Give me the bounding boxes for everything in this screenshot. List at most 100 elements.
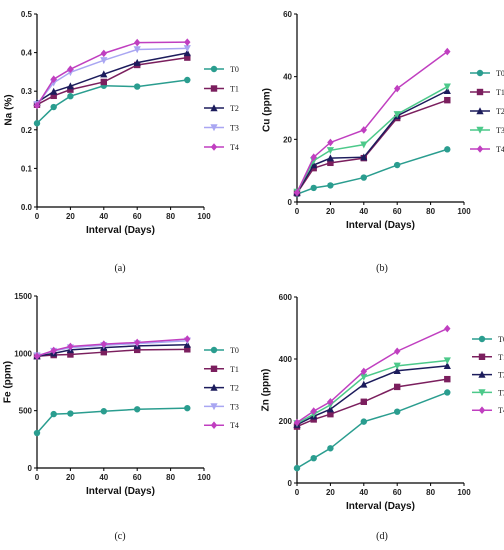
data-point-T3 (360, 141, 368, 149)
y-tick-label: 1500 (14, 292, 32, 301)
data-point-T2 (133, 58, 141, 66)
y-axis-label: Cu (ppm) (262, 88, 273, 132)
data-point-T0 (50, 410, 57, 418)
data-point-T0 (394, 161, 401, 169)
data-point-T4 (293, 188, 301, 197)
y-axis-label: Na (%) (4, 94, 15, 125)
legend-label: T1 (230, 85, 239, 94)
series-T3 (293, 83, 451, 196)
data-point-T2 (360, 153, 368, 161)
legend-entry-T1: T1 (204, 85, 239, 94)
legend-entry-T1: T1 (470, 88, 504, 97)
series-line-T2 (36, 343, 188, 357)
x-tick-label: 100 (457, 207, 471, 216)
x-tick-label: 0 (295, 488, 300, 497)
data-point-T0 (184, 404, 191, 412)
data-point-T3 (443, 357, 451, 365)
series-line-T4 (36, 41, 188, 106)
x-axis-label: Interval (Days) (86, 486, 155, 497)
legend-marker (476, 88, 484, 96)
series-T4 (293, 324, 451, 427)
data-point-T1 (67, 86, 74, 93)
data-point-T4 (444, 47, 451, 56)
data-point-T0 (134, 406, 141, 413)
y-tick-label: 200 (279, 417, 293, 426)
data-point-T4 (184, 38, 191, 46)
x-tick-label: 100 (197, 473, 211, 482)
chart-panel-2: 0 20 40 60 80 100 0 20 40 60 Interval (Days) Cu (pp… (262, 10, 504, 274)
legend-label: T3 (230, 124, 239, 133)
legend-label: T2 (496, 107, 504, 116)
data-point-T0 (394, 408, 401, 415)
data-point-T4 (310, 407, 317, 415)
legend-marker (210, 365, 218, 372)
y-tick-label: 0.1 (21, 164, 33, 173)
legend-label: T0 (230, 346, 239, 355)
data-point-T1 (360, 398, 367, 405)
y-tick-label: 20 (283, 135, 292, 144)
data-point-T0 (293, 464, 301, 472)
data-point-T0 (444, 389, 451, 396)
x-tick-label: 80 (166, 473, 175, 482)
legend-entry-T0: T0 (472, 335, 504, 344)
x-tick-label: 0 (35, 473, 40, 482)
data-point-T2 (66, 82, 74, 90)
data-point-T1 (327, 159, 334, 167)
data-point-T3 (326, 147, 334, 155)
legend-marker (210, 65, 218, 73)
series-T1 (293, 375, 451, 430)
legend-label: T4 (230, 143, 239, 152)
x-axis-label: Interval (Days) (346, 220, 415, 231)
y-tick-label: 1000 (14, 349, 32, 358)
series-T0 (33, 76, 191, 127)
legend-marker (210, 104, 218, 112)
data-point-T0 (327, 445, 334, 452)
legend-marker (476, 145, 484, 153)
y-axis-label: Zn (ppm) (261, 369, 272, 412)
data-point-T0 (184, 76, 191, 84)
data-point-T1 (184, 346, 191, 353)
legend-label: T3 (496, 126, 504, 135)
series-line-T3 (296, 359, 448, 425)
data-point-T1 (50, 92, 57, 100)
series-T4 (33, 38, 191, 110)
data-point-T1 (134, 346, 141, 354)
data-point-T0 (360, 418, 367, 425)
legend-marker (210, 383, 218, 391)
data-point-T4 (50, 75, 57, 84)
legend-marker (478, 389, 486, 397)
data-point-T4 (394, 84, 401, 93)
y-tick-label: 400 (279, 355, 293, 364)
legend-label: T2 (230, 104, 239, 113)
legend-entry-T2: T2 (470, 107, 504, 116)
data-point-T4 (293, 418, 301, 427)
y-tick-label: 0 (288, 479, 293, 488)
legend-entry-T3: T3 (472, 388, 504, 397)
series-T4 (33, 335, 191, 360)
legend-label: T1 (230, 365, 239, 374)
legend-entry-T3: T3 (204, 402, 239, 411)
x-tick-label: 60 (393, 488, 402, 497)
data-point-T4 (100, 340, 107, 348)
legend-entry-T4: T4 (204, 143, 239, 152)
data-point-T4 (444, 324, 451, 333)
data-point-T3 (443, 83, 451, 91)
data-point-T4 (184, 335, 191, 343)
panel-caption: (b) (376, 263, 388, 274)
legend-marker (210, 346, 218, 354)
y-tick-label: 60 (283, 10, 292, 19)
legend-label: T0 (230, 65, 239, 74)
legend-label: T1 (498, 353, 504, 362)
legend-label: T4 (498, 406, 504, 415)
series-line-T1 (296, 99, 448, 194)
data-point-T0 (67, 410, 74, 417)
x-tick-label: 40 (359, 488, 368, 497)
data-point-T1 (444, 375, 451, 383)
data-point-T0 (50, 103, 57, 111)
y-tick-label: 0.0 (21, 203, 33, 212)
y-tick-label: 0.2 (21, 126, 33, 135)
series-T2 (293, 86, 451, 196)
legend-entry-T0: T0 (204, 346, 239, 355)
